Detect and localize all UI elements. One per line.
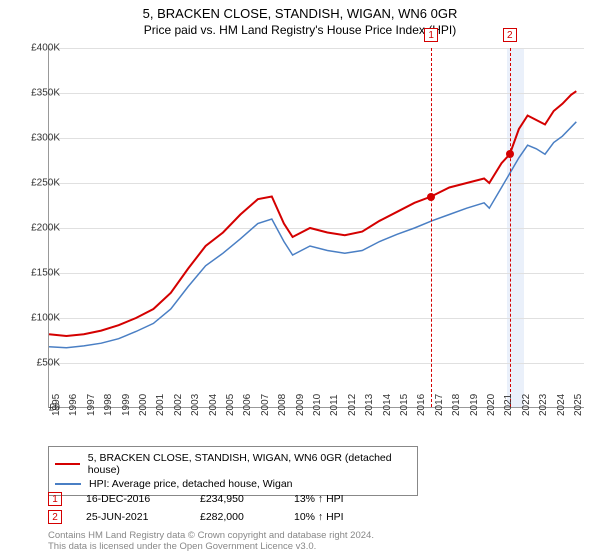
x-axis-label: 1999	[121, 394, 132, 416]
x-axis-label: 2020	[486, 394, 497, 416]
marker-badge-1: 1	[48, 492, 62, 506]
legend-swatch-1	[55, 463, 80, 465]
y-axis-label: £150K	[31, 268, 60, 279]
marker-delta-1: 13% ↑ HPI	[294, 493, 374, 505]
legend-swatch-2	[55, 483, 81, 485]
x-axis-label: 2000	[138, 394, 149, 416]
y-axis-label: £350K	[31, 88, 60, 99]
series-line-property	[49, 91, 576, 336]
x-axis-label: 2013	[364, 394, 375, 416]
x-axis-label: 2009	[295, 394, 306, 416]
footer: Contains HM Land Registry data © Crown c…	[48, 530, 374, 553]
y-axis-label: £50K	[37, 358, 60, 369]
title-line1: 5, BRACKEN CLOSE, STANDISH, WIGAN, WN6 0…	[0, 6, 600, 21]
legend-label-2: HPI: Average price, detached house, Wiga…	[89, 478, 293, 490]
marker-row-2: 2 25-JUN-2021 £282,000 10% ↑ HPI	[48, 508, 374, 526]
legend-row-2: HPI: Average price, detached house, Wiga…	[55, 477, 411, 491]
y-axis-label: £200K	[31, 223, 60, 234]
marker-badge-2: 2	[48, 510, 62, 524]
marker-delta-2: 10% ↑ HPI	[294, 511, 374, 523]
x-axis-label: 2007	[260, 394, 271, 416]
marker-table: 1 16-DEC-2016 £234,950 13% ↑ HPI 2 25-JU…	[48, 490, 374, 526]
x-axis-label: 2014	[382, 394, 393, 416]
footer-line2: This data is licensed under the Open Gov…	[48, 541, 374, 552]
x-axis-label: 2017	[434, 394, 445, 416]
chart-svg	[49, 48, 584, 407]
y-axis-label: £250K	[31, 178, 60, 189]
legend-label-1: 5, BRACKEN CLOSE, STANDISH, WIGAN, WN6 0…	[88, 452, 411, 476]
marker-vline	[510, 48, 511, 407]
x-axis-label: 2015	[399, 394, 410, 416]
x-axis-label: 2003	[190, 394, 201, 416]
marker-price-2: £282,000	[200, 511, 270, 523]
x-axis-label: 2010	[312, 394, 323, 416]
legend-row-1: 5, BRACKEN CLOSE, STANDISH, WIGAN, WN6 0…	[55, 451, 411, 477]
y-axis-label: £300K	[31, 133, 60, 144]
x-axis-label: 2018	[451, 394, 462, 416]
marker-dot	[506, 150, 514, 158]
x-axis-label: 2006	[242, 394, 253, 416]
marker-row-1: 1 16-DEC-2016 £234,950 13% ↑ HPI	[48, 490, 374, 508]
x-axis-label: 2005	[225, 394, 236, 416]
x-axis-label: 2004	[208, 394, 219, 416]
x-axis-label: 2019	[469, 394, 480, 416]
marker-price-1: £234,950	[200, 493, 270, 505]
marker-date-1: 16-DEC-2016	[86, 493, 176, 505]
footer-line1: Contains HM Land Registry data © Crown c…	[48, 530, 374, 541]
x-axis-label: 1998	[103, 394, 114, 416]
y-axis-label: £400K	[31, 43, 60, 54]
chart-plot-area: 12	[48, 48, 584, 408]
marker-num: 2	[503, 28, 517, 42]
x-axis-label: 2011	[329, 394, 340, 416]
x-axis-label: 2008	[277, 394, 288, 416]
x-axis-label: 2016	[416, 394, 427, 416]
marker-vline	[431, 48, 432, 407]
x-axis-label: 1995	[51, 394, 62, 416]
x-axis-label: 2025	[573, 394, 584, 416]
x-axis-label: 2002	[173, 394, 184, 416]
marker-date-2: 25-JUN-2021	[86, 511, 176, 523]
x-axis-label: 1996	[68, 394, 79, 416]
x-axis-label: 2023	[538, 394, 549, 416]
x-axis-label: 2001	[155, 394, 166, 416]
marker-dot	[427, 193, 435, 201]
legend: 5, BRACKEN CLOSE, STANDISH, WIGAN, WN6 0…	[48, 446, 418, 496]
x-axis-label: 1997	[86, 394, 97, 416]
x-axis-label: 2021	[503, 394, 514, 416]
series-line-hpi	[49, 122, 576, 348]
y-axis-label: £100K	[31, 313, 60, 324]
chart-container: 5, BRACKEN CLOSE, STANDISH, WIGAN, WN6 0…	[0, 0, 600, 560]
x-axis-label: 2022	[521, 394, 532, 416]
x-axis-label: 2024	[556, 394, 567, 416]
marker-num: 1	[424, 28, 438, 42]
x-axis-label: 2012	[347, 394, 358, 416]
